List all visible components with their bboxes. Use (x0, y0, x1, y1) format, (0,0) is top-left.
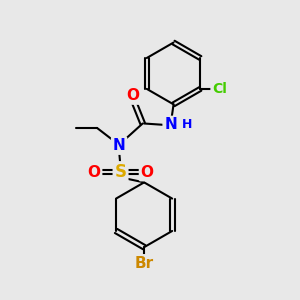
Text: O: O (141, 165, 154, 180)
Text: N: N (164, 118, 177, 133)
Text: N: N (113, 138, 125, 153)
Text: O: O (88, 165, 100, 180)
Text: O: O (126, 88, 139, 103)
Text: H: H (182, 118, 192, 131)
Text: Cl: Cl (212, 82, 227, 96)
Text: Br: Br (134, 256, 154, 271)
Text: S: S (115, 163, 127, 181)
